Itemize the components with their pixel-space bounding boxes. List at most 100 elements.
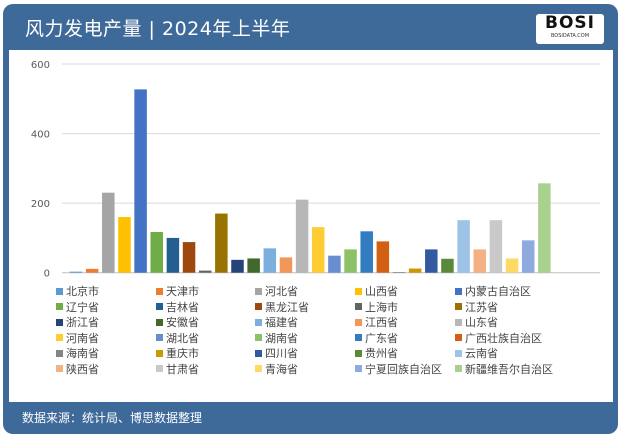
y-tick-label: 600: [31, 60, 50, 71]
legend-swatch: [255, 365, 262, 372]
legend-item: 山东省: [455, 314, 498, 330]
legend-item: 河南省: [56, 330, 99, 346]
legend-item: 四川省: [255, 345, 298, 361]
legend-swatch: [156, 318, 163, 326]
bar-19: [360, 231, 373, 273]
bar-24: [441, 258, 454, 273]
legend-label: 重庆市: [166, 347, 199, 360]
bar-1: [69, 271, 83, 273]
legend-label: 福建省: [265, 316, 298, 329]
legend-item: 湖南省: [255, 330, 298, 346]
legend-label: 安徽省: [166, 316, 199, 329]
legend-label: 吉林省: [166, 300, 199, 314]
legend-swatch: [255, 287, 262, 295]
bar-29: [521, 240, 535, 273]
bar-4: [118, 217, 131, 273]
legend-item: 上海市: [355, 299, 398, 315]
legend-label: 新疆维吾尔自治区: [465, 362, 553, 376]
legend-item: 黑龙江省: [255, 299, 309, 315]
legend-label: 湖南省: [265, 331, 298, 345]
bar-5: [134, 89, 147, 273]
bar-20: [376, 241, 390, 273]
bar-14: [279, 257, 293, 273]
bar-28: [505, 258, 519, 273]
legend-item: 山西省: [355, 283, 398, 299]
bar-22: [408, 268, 422, 273]
legend-label: 海南省: [66, 347, 99, 360]
legend-item: 辽宁省: [56, 299, 99, 315]
legend-swatch: [56, 365, 63, 372]
legend-item: 江苏省: [455, 299, 498, 315]
legend-item: 北京市: [56, 283, 99, 299]
legend-swatch: [156, 334, 163, 341]
legend-label: 河北省: [265, 285, 298, 298]
bar-3: [102, 192, 115, 273]
bosi-logo: BOSI BOSIDATA.COM: [536, 14, 604, 44]
legend-label: 广西壮族自治区: [465, 331, 542, 345]
logo-subtext: BOSIDATA.COM: [550, 33, 590, 39]
legend-label: 广东省: [365, 331, 398, 345]
bar-23: [425, 249, 438, 273]
legend-item: 湖北省: [156, 330, 199, 346]
legend-label: 天津市: [166, 285, 199, 298]
legend-item: 贵州省: [355, 345, 398, 361]
legend-swatch: [355, 318, 362, 326]
bar-9: [198, 270, 212, 273]
legend-label: 北京市: [66, 285, 99, 298]
legend-label: 内蒙古自治区: [465, 285, 531, 298]
legend-item: 甘肃省: [156, 361, 199, 377]
bar-25: [457, 220, 470, 273]
legend-item: 吉林省: [156, 299, 199, 315]
bar-12: [247, 258, 260, 273]
bar-15: [295, 199, 309, 273]
legend-item: 青海省: [255, 361, 298, 377]
legend-swatch: [355, 303, 362, 310]
legend-swatch: [56, 303, 63, 310]
y-tick-label: 400: [31, 130, 50, 141]
bar-7: [166, 237, 180, 273]
bar-11: [231, 259, 244, 273]
y-tick-label: 0: [44, 269, 50, 280]
legend-label: 江西省: [365, 316, 398, 329]
bar-10: [215, 213, 228, 273]
bar-2: [85, 268, 99, 273]
legend-swatch: [355, 334, 362, 341]
legend-item: 重庆市: [156, 345, 199, 361]
legend-swatch: [355, 365, 362, 372]
legend-label: 河南省: [66, 331, 99, 345]
bar-26: [473, 249, 486, 273]
page-title: 风力发电产量 | 2024年上半年: [25, 18, 291, 40]
legend-swatch: [355, 349, 362, 357]
legend-swatch: [156, 349, 163, 357]
legend-label: 四川省: [265, 347, 298, 360]
legend-item: 江西省: [355, 314, 398, 330]
legend-item: 宁夏回族自治区: [355, 361, 442, 377]
legend-swatch: [56, 318, 63, 326]
legend-item: 广西壮族自治区: [455, 330, 542, 346]
bar-16: [312, 227, 325, 273]
legend-label: 黑龙江省: [265, 300, 309, 314]
header: 风力发电产量 | 2024年上半年 BOSI BOSIDATA.COM: [3, 4, 618, 48]
legend-swatch: [455, 365, 462, 372]
legend-swatch: [455, 303, 462, 310]
y-tick-label: 200: [31, 199, 50, 210]
legend-label: 云南省: [465, 347, 498, 360]
legend-label: 山东省: [465, 316, 498, 329]
legend-swatch: [255, 334, 262, 341]
legend-label: 宁夏回族自治区: [365, 362, 442, 376]
legend-item: 广东省: [355, 330, 398, 346]
bar-17: [328, 255, 341, 273]
data-source: 数据来源：统计局、博思数据整理: [22, 411, 203, 425]
legend-swatch: [56, 287, 63, 295]
legend-item: 安徽省: [156, 314, 199, 330]
legend-swatch: [455, 287, 462, 295]
legend-item: 海南省: [56, 345, 99, 361]
legend-label: 甘肃省: [166, 362, 199, 376]
legend-swatch: [156, 303, 163, 310]
bar-21: [392, 272, 406, 273]
legend-label: 山西省: [365, 285, 398, 298]
legend-item: 天津市: [156, 283, 199, 299]
legend-item: 陕西省: [56, 361, 99, 377]
legend-label: 陕西省: [66, 362, 99, 376]
